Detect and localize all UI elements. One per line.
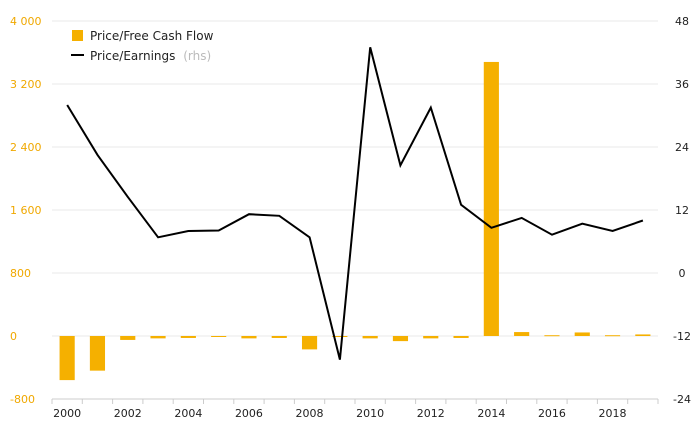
bar [120,336,136,340]
legend-label-price-fcf: Price/Free Cash Flow [90,29,214,43]
bar [483,61,499,336]
x-tick-label: 2014 [477,407,505,420]
y-right-tick-label: 0 [679,267,686,280]
bar [604,335,621,337]
bar [362,336,378,339]
x-tick-label: 2004 [174,407,202,420]
bar [180,336,196,338]
y-right-tick-label: 12 [675,204,689,217]
bar [392,336,409,342]
bar [241,336,257,339]
x-tick-label: 2002 [114,407,142,420]
y-right-tick-label: -24 [673,393,691,406]
bar [301,336,318,350]
y-left-tick-label: 800 [10,267,31,280]
y-right-tick-label: -12 [673,330,691,343]
bar-series-price-fcf [59,61,651,381]
legend: Price/Free Cash Flow Price/Earnings (rhs… [71,29,214,63]
x-tick-label: 2018 [599,407,627,420]
bar [150,336,166,339]
bar [574,332,590,336]
bar [332,336,348,337]
y-left-tick-label: 1 600 [10,204,42,217]
legend-label-price-earnings-text: Price/Earnings [90,49,175,63]
bar [453,336,469,338]
x-tick-label: 2000 [53,407,81,420]
bar [89,336,106,371]
bar [271,336,287,338]
legend-label-price-earnings: Price/Earnings (rhs) [90,49,211,63]
legend-note-rhs: (rhs) [183,49,211,63]
y-left-tick-label: 2 400 [10,141,42,154]
x-tick-label: 2012 [417,407,445,420]
x-tick-label: 2008 [296,407,324,420]
line-series-price-earnings [66,47,644,360]
bar [544,335,560,337]
y-left-tick-label: 3 200 [10,78,42,91]
x-tick-label: 2010 [356,407,384,420]
bar [635,334,651,336]
x-tick-label: 2006 [235,407,263,420]
y-right-tick-label: 36 [675,78,689,91]
y-right-tick-label: 24 [675,141,689,154]
bar [59,336,75,381]
legend-swatch-price-fcf [72,30,83,41]
price-earnings-line [66,47,644,360]
y-left-tick-label: -800 [10,393,35,406]
bar [423,336,439,339]
y-right-tick-label: 48 [675,15,689,28]
y-left-tick-label: 0 [10,330,17,343]
x-tick-label: 2016 [538,407,566,420]
axes: -800 0 800 1 600 2 400 3 200 4 000 -24 -12 0 12 24 3… [10,15,691,420]
bar [514,332,530,336]
y-left-tick-label: 4 000 [10,15,42,28]
bar [211,336,227,337]
